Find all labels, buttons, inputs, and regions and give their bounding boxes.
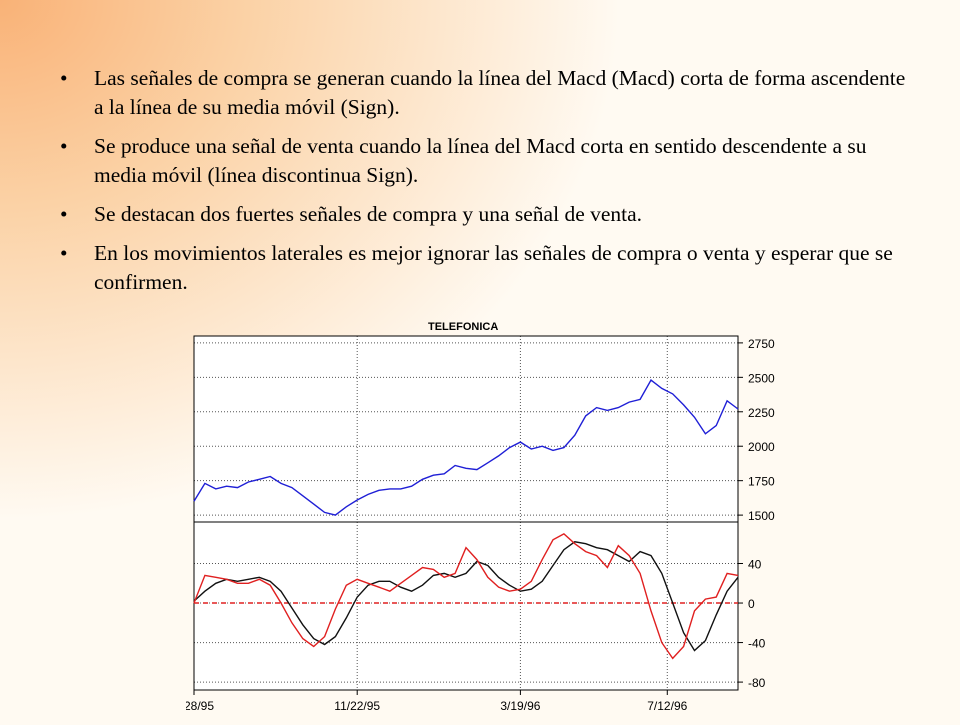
- price-tick-label: 1750: [748, 475, 775, 489]
- bullet-text: En los movimientos laterales es mejor ig…: [94, 241, 893, 294]
- bullet-glyph: •: [60, 202, 68, 226]
- macd-panel-frame: [193, 521, 739, 691]
- bullet-glyph: •: [60, 134, 68, 158]
- price-tick-label: 2000: [748, 440, 775, 454]
- macd-tick-label: -40: [748, 637, 766, 651]
- bullet-glyph: •: [60, 66, 68, 90]
- bullet-item: • En los movimientos laterales es mejor …: [60, 239, 920, 297]
- price-tick-label: 2500: [748, 371, 775, 385]
- price-tick-label: 1500: [748, 509, 775, 523]
- bullet-item: • Las señales de compra se generan cuand…: [60, 64, 920, 122]
- macd-tick-label: 0: [748, 597, 755, 611]
- signal-series-line: [193, 533, 739, 660]
- bullet-list: • Las señales de compra se generan cuand…: [60, 64, 920, 307]
- macd-tick-label: 40: [748, 558, 762, 572]
- price-series-line: [193, 379, 739, 516]
- price-tick-label: 2250: [748, 406, 775, 420]
- x-tick-label: 7/28/95: [186, 699, 214, 713]
- price-tick-label: 2750: [748, 337, 775, 351]
- bullet-item: • Se produce una señal de venta cuando l…: [60, 132, 920, 190]
- x-tick-label: 7/12/96: [647, 699, 687, 713]
- chart-title: TELEFONICA: [428, 321, 498, 333]
- price-macd-chart: 1500 1750 2000 2250 2500 2750 -80 -40 0 40 TELEFON…: [174, 321, 775, 713]
- bullet-text: Las señales de compra se generan cuando …: [94, 66, 906, 119]
- x-tick-label: 3/19/96: [500, 699, 540, 713]
- bullet-glyph: •: [60, 241, 68, 265]
- chart-image: 1500 1750 2000 2250 2500 2750 -80 -40 0 40 TELEFON…: [174, 316, 786, 720]
- bullet-text: Se destacan dos fuertes señales de compr…: [94, 202, 643, 226]
- bullet-item: • Se destacan dos fuertes señales de com…: [60, 200, 920, 229]
- price-panel-background: [194, 336, 738, 522]
- x-tick-label: 11/22/95: [334, 699, 380, 713]
- macd-series-line: [193, 541, 739, 652]
- macd-panel-background: [194, 522, 738, 690]
- bullet-text: Se produce una señal de venta cuando la …: [94, 134, 867, 187]
- macd-tick-label: -80: [748, 676, 766, 690]
